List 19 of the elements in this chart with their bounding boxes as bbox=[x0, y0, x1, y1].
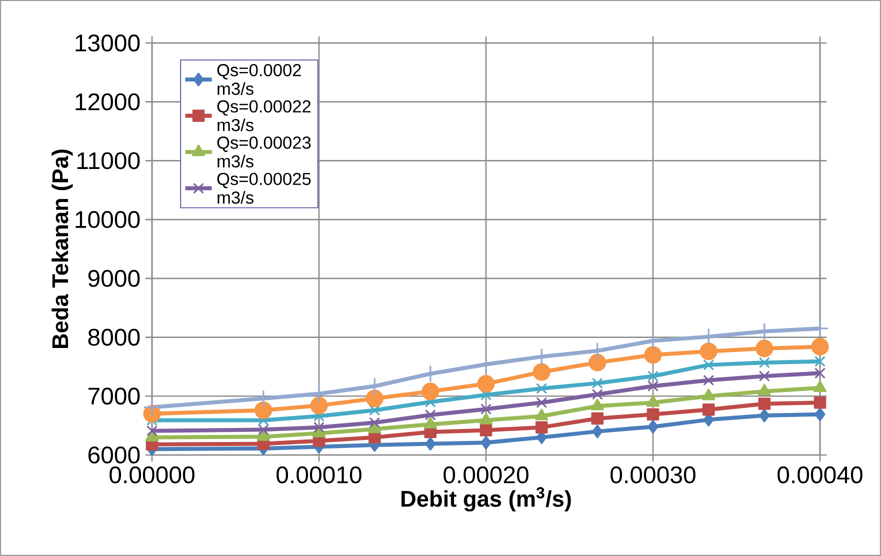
legend-label: Qs=0.0002 m3/s bbox=[217, 64, 301, 95]
y-tick-label: 11000 bbox=[77, 152, 140, 170]
x-tick-label: 0.00020 bbox=[444, 466, 528, 484]
y-tick-label: 6000 bbox=[88, 446, 140, 464]
y-tick-label: 13000 bbox=[76, 34, 140, 52]
x-tick-label: 0.00010 bbox=[276, 466, 362, 484]
y-tick-label: 12000 bbox=[76, 93, 140, 110]
x-tick-label: 0.00030 bbox=[610, 466, 696, 484]
legend-label: Qs=0.00022 m3/s bbox=[217, 100, 311, 132]
y-tick-label: 10000 bbox=[76, 211, 140, 228]
legend-label: Qs=0.00023 m3/s bbox=[217, 136, 311, 168]
y-axis-title: Beda Tekanan (Pa) bbox=[52, 150, 73, 348]
legend-label: Qs=0.00025 m3/s bbox=[217, 172, 311, 204]
x-tick-label: 0.00040 bbox=[778, 466, 862, 484]
y-tick-label: 8000 bbox=[88, 328, 140, 346]
x-tick-label: 0.00000 bbox=[110, 466, 194, 484]
y-tick-label: 7000 bbox=[88, 388, 140, 405]
x-axis-title: Debit gas (m$^{3}$/s) bbox=[402, 487, 571, 512]
y-tick-label: 9000 bbox=[88, 270, 140, 287]
